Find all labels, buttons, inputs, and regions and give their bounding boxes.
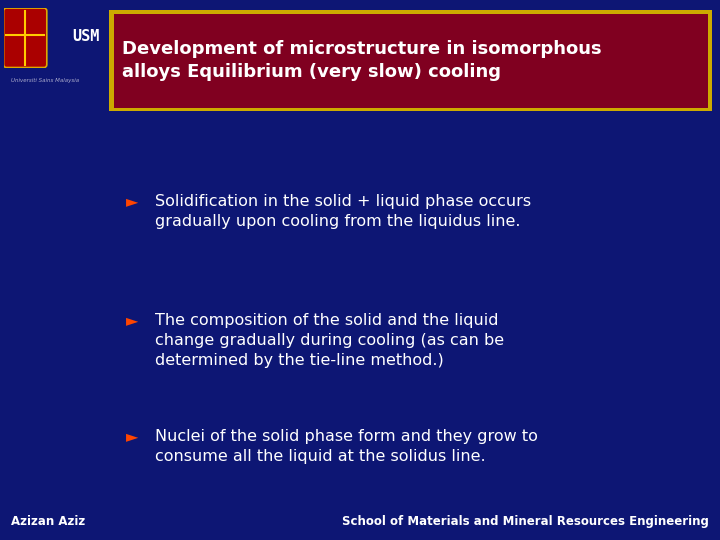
Text: Nuclei of the solid phase form and they grow to
consume all the liquid at the so: Nuclei of the solid phase form and they … bbox=[155, 429, 538, 464]
Text: ►: ► bbox=[126, 194, 138, 210]
FancyBboxPatch shape bbox=[114, 14, 708, 108]
Text: ►: ► bbox=[126, 429, 138, 444]
Text: Azizan Aziz: Azizan Aziz bbox=[11, 515, 85, 528]
Text: Development of microstructure in isomorphous
alloys Equilibrium (very slow) cool: Development of microstructure in isomorp… bbox=[122, 40, 602, 81]
Text: Universiti Sains Malaysia: Universiti Sains Malaysia bbox=[11, 78, 79, 83]
Text: School of Materials and Mineral Resources Engineering: School of Materials and Mineral Resource… bbox=[342, 515, 709, 528]
FancyBboxPatch shape bbox=[109, 10, 712, 111]
Text: USM: USM bbox=[72, 29, 99, 44]
Text: The composition of the solid and the liquid
change gradually during cooling (as : The composition of the solid and the liq… bbox=[155, 313, 504, 368]
Text: ►: ► bbox=[126, 313, 138, 328]
Text: Solidification in the solid + liquid phase occurs
gradually upon cooling from th: Solidification in the solid + liquid pha… bbox=[155, 194, 531, 229]
FancyBboxPatch shape bbox=[4, 8, 47, 68]
